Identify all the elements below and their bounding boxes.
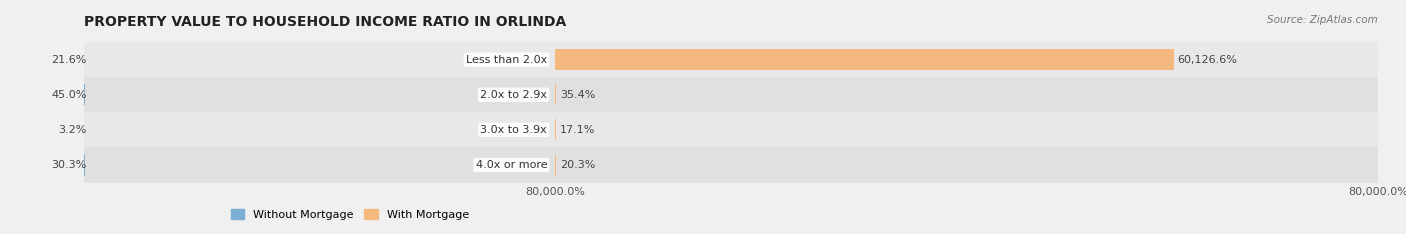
Text: 2.0x to 2.9x: 2.0x to 2.9x: [479, 90, 547, 100]
Bar: [84, 112, 555, 147]
Text: 4.0x or more: 4.0x or more: [475, 160, 547, 170]
Text: 21.6%: 21.6%: [52, 55, 87, 65]
Text: 3.0x to 3.9x: 3.0x to 3.9x: [481, 125, 547, 135]
Text: 30.3%: 30.3%: [52, 160, 87, 170]
Text: 20.3%: 20.3%: [560, 160, 595, 170]
Text: 35.4%: 35.4%: [560, 90, 595, 100]
Text: PROPERTY VALUE TO HOUSEHOLD INCOME RATIO IN ORLINDA: PROPERTY VALUE TO HOUSEHOLD INCOME RATIO…: [84, 15, 567, 29]
Bar: [555, 147, 1378, 183]
Text: 17.1%: 17.1%: [560, 125, 595, 135]
Text: 60,126.6%: 60,126.6%: [1178, 55, 1237, 65]
Bar: [555, 49, 1174, 70]
Bar: [84, 147, 555, 183]
Text: 3.2%: 3.2%: [59, 125, 87, 135]
Text: Less than 2.0x: Less than 2.0x: [465, 55, 547, 65]
Legend: Without Mortgage, With Mortgage: Without Mortgage, With Mortgage: [226, 205, 474, 224]
Bar: [84, 77, 555, 112]
Bar: [84, 42, 555, 77]
Bar: [555, 42, 1378, 77]
Bar: [555, 112, 1378, 147]
Bar: [555, 77, 1378, 112]
Text: 45.0%: 45.0%: [52, 90, 87, 100]
Text: Source: ZipAtlas.com: Source: ZipAtlas.com: [1267, 15, 1378, 25]
